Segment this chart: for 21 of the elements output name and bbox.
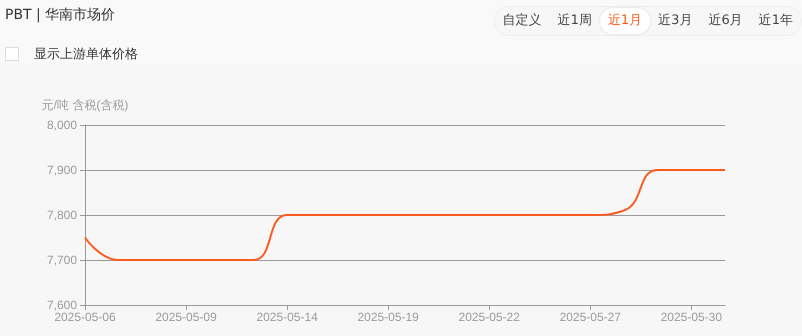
text: 显示上游单体价格 — [34, 46, 138, 63]
text: 近1周 — [556, 12, 593, 30]
y-tick-label: 7,900 — [46, 163, 78, 177]
x-tick-label: 2025-05-30 — [660, 310, 722, 324]
text: 近6月 — [707, 12, 744, 30]
x-tick-label: 2025-05-22 — [458, 310, 520, 324]
y-tick-label: 7,600 — [46, 298, 78, 312]
text: 近3月 — [657, 12, 694, 30]
text: 近1年 — [758, 12, 794, 30]
x-tick-label: 2025-05-14 — [256, 310, 318, 324]
text: 近1月 — [600, 8, 650, 34]
x-tick-label: 2025-05-09 — [155, 310, 218, 324]
x-tick-label: 2025-05-27 — [560, 310, 622, 324]
y-tick-label: 8,000 — [46, 118, 78, 132]
x-tick-label: 2025-05-06 — [54, 310, 116, 324]
text: 自定义 — [502, 12, 543, 30]
chart-title: PBT | 华南市场价 — [5, 6, 116, 24]
y-tick-label: 7,800 — [46, 208, 78, 222]
y-axis-title: 元/吨 含税(含税) — [42, 98, 128, 112]
y-tick-label: 7,700 — [46, 253, 78, 267]
x-tick-label: 2025-05-19 — [357, 310, 420, 324]
